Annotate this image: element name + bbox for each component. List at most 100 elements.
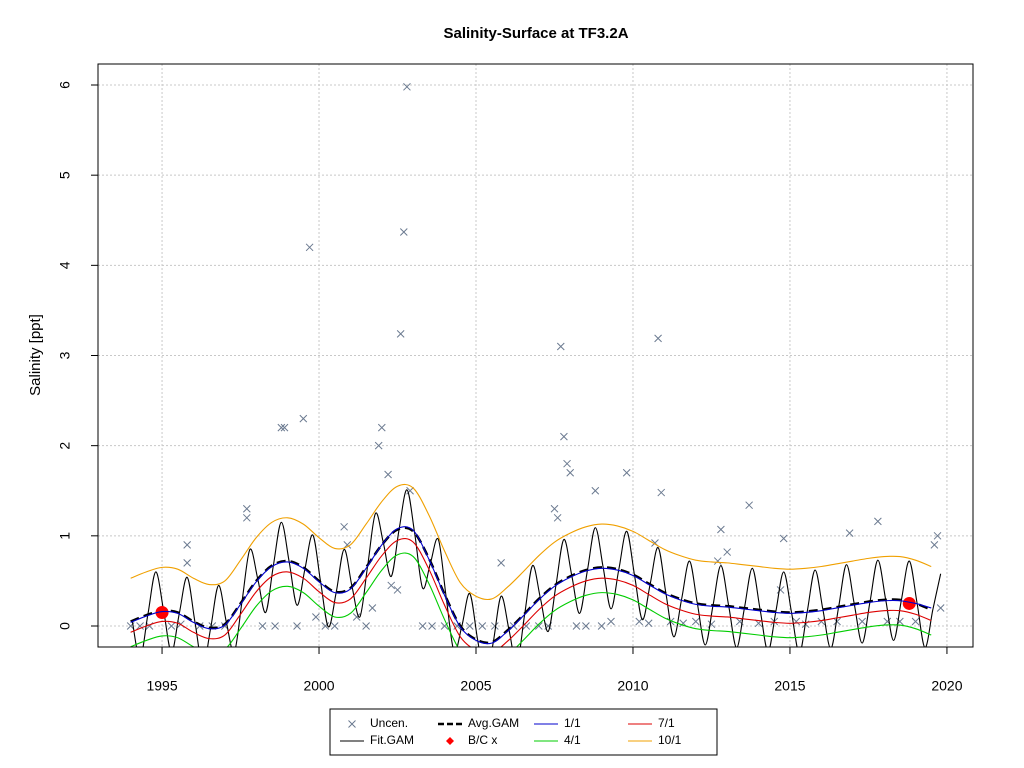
data-point <box>362 622 370 630</box>
data-point <box>911 617 920 626</box>
data-point <box>305 243 314 252</box>
data-point <box>377 423 386 432</box>
data-point <box>657 488 666 497</box>
data-point <box>258 622 267 630</box>
legend-label: 7/1 <box>658 716 675 730</box>
data-point <box>654 334 662 343</box>
series-line <box>130 538 932 647</box>
data-point <box>403 82 411 91</box>
bc-point <box>902 596 916 610</box>
data-point <box>183 540 192 549</box>
legend-box <box>329 708 718 756</box>
data-point <box>858 617 867 626</box>
legend-label: B/C x <box>468 733 497 747</box>
grid <box>98 64 973 647</box>
data-point <box>428 622 436 630</box>
data-point <box>644 619 653 628</box>
data-point <box>833 617 841 626</box>
x-tick-label: 2005 <box>460 678 491 694</box>
data-point <box>563 459 571 468</box>
data-point <box>713 557 722 565</box>
data-point <box>597 622 606 630</box>
data-point <box>930 540 939 549</box>
series-line <box>130 526 932 645</box>
data-point <box>271 622 279 630</box>
data-point <box>399 228 408 236</box>
data-point <box>622 468 631 477</box>
axes: 1995 2000 2005 2010 2015 2020 0 1 2 3 4 5 6 <box>57 81 963 694</box>
series-line <box>131 489 942 647</box>
data-point <box>280 423 289 432</box>
data-point <box>779 534 788 543</box>
legend-label: 1/1 <box>564 716 581 730</box>
legend-label: Avg.GAM <box>468 716 519 730</box>
data-point <box>387 581 396 590</box>
data-point <box>242 504 251 513</box>
data-point <box>312 613 320 621</box>
data-point <box>352 613 361 621</box>
x-tick-label: 2000 <box>303 678 334 694</box>
data-point <box>374 441 383 450</box>
data-point <box>717 525 725 534</box>
data-point <box>522 622 531 630</box>
data-point <box>556 342 565 351</box>
data-point <box>572 622 581 630</box>
data-point <box>845 529 854 537</box>
data-point <box>582 622 590 630</box>
data-point <box>242 513 251 522</box>
data-point <box>293 622 301 630</box>
data-point <box>167 622 176 630</box>
data-point <box>277 423 286 432</box>
data-point <box>183 559 192 567</box>
legend-label: Fit.GAM <box>370 733 414 747</box>
legend: Uncen. Fit.GAM Avg.GAM B/C x 1/1 4/1 7/1 10/1 <box>329 708 718 756</box>
data-point <box>497 559 505 567</box>
data-point <box>490 622 499 630</box>
data-point <box>936 604 945 612</box>
data-point <box>933 531 942 540</box>
data-point <box>343 540 352 549</box>
data-point <box>340 522 348 531</box>
data-point <box>396 330 405 338</box>
y-tick-label: 4 <box>57 261 73 269</box>
data-point <box>465 622 474 630</box>
legend-label: Uncen. <box>370 716 408 730</box>
data-point <box>418 622 427 630</box>
data-point <box>607 617 615 626</box>
data-point <box>566 468 575 477</box>
data-point <box>406 486 414 495</box>
plot-area <box>126 82 945 647</box>
data-point <box>330 622 339 630</box>
legend-label: 10/1 <box>658 733 682 747</box>
y-tick-label: 3 <box>57 351 73 359</box>
series-line <box>130 526 932 645</box>
x-tick-label: 1995 <box>146 678 177 694</box>
data-point <box>723 548 732 556</box>
legend-swatch <box>348 720 356 728</box>
y-tick-label: 6 <box>57 81 73 89</box>
x-tick-label: 2010 <box>617 678 648 694</box>
chart-title: Salinity-Surface at TF3.2A <box>443 25 628 42</box>
data-point <box>534 622 543 630</box>
y-tick-label: 5 <box>57 171 73 179</box>
y-axis-label: Salinity [ppt] <box>27 314 44 396</box>
bc-point <box>155 605 169 619</box>
x-tick-label: 2020 <box>931 678 962 694</box>
data-point <box>817 617 826 626</box>
data-point <box>393 586 402 594</box>
series-line <box>130 483 932 601</box>
data-point <box>299 414 308 423</box>
series-line <box>130 552 932 647</box>
data-point <box>136 622 144 630</box>
data-point <box>591 486 600 495</box>
data-point <box>553 513 562 522</box>
y-tick-label: 2 <box>57 442 73 450</box>
data-point <box>368 604 377 612</box>
data-point <box>550 504 559 513</box>
y-tick-label: 0 <box>57 622 73 630</box>
data-point <box>691 617 700 626</box>
x-tick-label: 2015 <box>774 678 805 694</box>
y-tick-label: 1 <box>57 532 73 540</box>
